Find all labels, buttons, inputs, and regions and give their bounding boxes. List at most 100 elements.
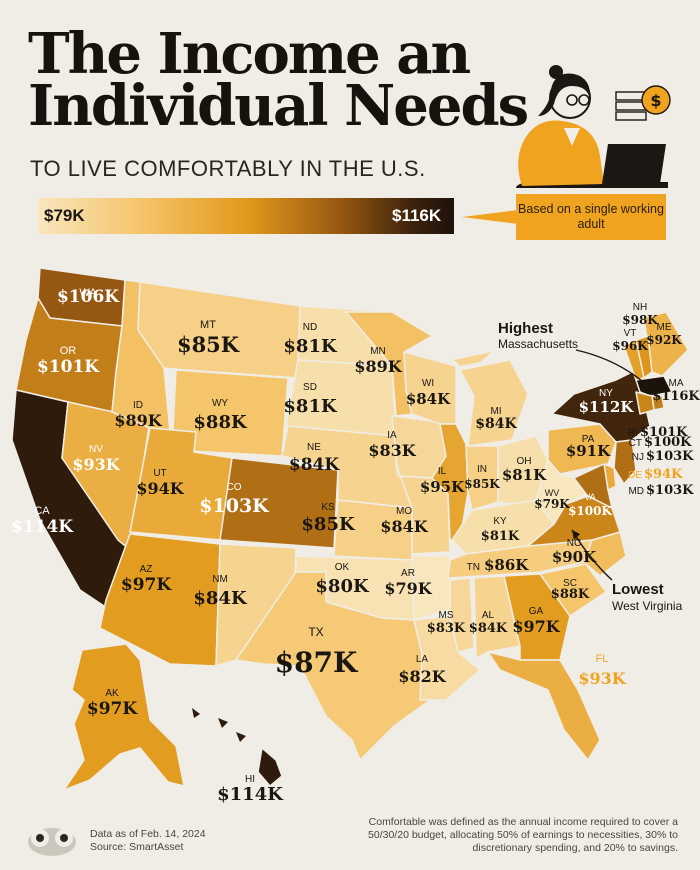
state-value-md: $103K xyxy=(646,483,694,498)
state-abbr-md: MD xyxy=(628,486,644,497)
state-abbr-wy: WY xyxy=(212,398,228,409)
state-abbr-nv: NV xyxy=(89,444,103,455)
state-value-wi: $84K xyxy=(406,390,451,408)
footer-methodology: Comfortable was defined as the annual in… xyxy=(368,816,678,854)
title-line-2: Individual Needs xyxy=(28,73,529,139)
woman-with-laptop-illustration: $ xyxy=(516,65,671,188)
note-box: Based on a single working adult xyxy=(516,194,666,240)
state-value-ms: $83K xyxy=(427,621,466,636)
state-value-sc: $88K xyxy=(551,587,590,602)
state-nj xyxy=(613,439,637,485)
labels-layer: WA$106KOR$101KCA$114KNV$93KID$89KMT$85KW… xyxy=(11,287,700,805)
state-abbr-de: DE xyxy=(628,470,642,481)
data-source: Source: SmartAsset xyxy=(90,841,184,853)
state-value-ak: $97K xyxy=(87,699,138,719)
state-value-al: $84K xyxy=(469,621,508,636)
state-value-mi: $84K xyxy=(475,416,517,432)
data-date: Data as of Feb. 14, 2024 xyxy=(90,828,206,840)
state-value-nd: $81K xyxy=(283,336,338,357)
lowest-title: Lowest xyxy=(612,581,664,598)
state-abbr-fl: FL xyxy=(596,653,609,665)
state-abbr-il: IL xyxy=(438,466,447,477)
state-abbr-mn: MN xyxy=(370,346,386,357)
state-vt xyxy=(623,339,645,381)
state-abbr-ok: OK xyxy=(335,562,350,573)
state-ma xyxy=(635,375,673,397)
state-abbr-va: VA xyxy=(584,492,595,502)
state-value-ga: $97K xyxy=(512,617,560,636)
note-pointer xyxy=(462,210,518,224)
state-value-la: $82K xyxy=(398,667,446,686)
state-mi-part-2 xyxy=(454,352,492,366)
state-abbr-ma: MA xyxy=(669,378,684,389)
state-hi-part-2 xyxy=(192,708,200,718)
state-value-tn: $86K xyxy=(484,556,529,574)
state-abbr-or: OR xyxy=(60,345,77,357)
highest-state: Massachusetts xyxy=(498,337,578,351)
state-abbr-ca: CA xyxy=(34,505,50,517)
state-abbr-id: ID xyxy=(133,400,143,411)
state-value-mo: $84K xyxy=(380,517,428,536)
state-abbr-al: AL xyxy=(482,610,495,621)
state-abbr-wi: WI xyxy=(422,378,434,389)
state-value-ia: $83K xyxy=(368,441,416,460)
state-value-ut: $94K xyxy=(136,479,184,498)
state-abbr-nm: NM xyxy=(212,574,228,585)
state-abbr-la: LA xyxy=(416,654,429,665)
state-value-az: $97K xyxy=(121,575,172,595)
state-value-il: $95K xyxy=(420,478,465,496)
state-mi xyxy=(459,359,529,447)
state-value-nj: $103K xyxy=(646,449,694,464)
callouts-layer: Highest Massachusetts Lowest West Virgin… xyxy=(498,320,683,613)
state-abbr-ne: NE xyxy=(307,442,321,453)
state-nc xyxy=(539,531,627,577)
state-fl xyxy=(487,651,601,761)
state-value-wy: $88K xyxy=(193,412,248,433)
state-value-tx: $87K xyxy=(275,646,359,679)
state-abbr-ks: KS xyxy=(321,502,335,513)
state-hi-part-4 xyxy=(236,732,246,742)
highest-arrow xyxy=(575,349,651,389)
state-value-in: $85K xyxy=(464,477,500,491)
state-value-co: $103K xyxy=(199,495,270,517)
state-abbr-sc: SC xyxy=(563,578,577,589)
state-abbr-ky: KY xyxy=(493,516,507,527)
state-value-mt: $85K xyxy=(177,332,240,357)
state-abbr-ms: MS xyxy=(439,610,454,621)
state-value-va: $100K xyxy=(568,504,612,518)
title-line-1: The Income an xyxy=(28,21,471,87)
state-abbr-nj: NJ xyxy=(632,452,644,463)
highest-arrowhead xyxy=(642,380,650,388)
lowest-arrowhead xyxy=(572,530,580,540)
state-abbr-nd: ND xyxy=(303,322,317,333)
state-value-ok: $80K xyxy=(315,576,370,597)
state-in xyxy=(465,445,499,511)
state-abbr-ar: AR xyxy=(401,568,415,579)
state-value-ca: $114K xyxy=(11,517,74,537)
lowest-state: West Virginia xyxy=(612,599,683,613)
state-abbr-ny: NY xyxy=(599,388,613,399)
state-abbr-wv: WV xyxy=(545,488,560,498)
state-value-nc: $90K xyxy=(552,548,597,566)
state-value-id: $89K xyxy=(114,411,162,430)
state-tx xyxy=(235,571,431,761)
state-ms xyxy=(449,577,475,653)
legend-max-label: $116K xyxy=(392,206,442,225)
state-abbr-pa: PA xyxy=(582,434,595,445)
state-abbr-hi: HI xyxy=(245,774,255,785)
state-md xyxy=(573,463,613,509)
state-value-nv: $93K xyxy=(72,455,120,474)
state-ct xyxy=(635,391,655,415)
svg-text:$: $ xyxy=(650,91,661,110)
state-ny xyxy=(551,369,651,443)
state-abbr-ia: IA xyxy=(387,430,397,441)
page-subtitle: TO LIVE COMFORTABLY IN THE U.S. xyxy=(30,156,426,181)
state-abbr-oh: OH xyxy=(517,456,532,467)
state-abbr-vt: VT xyxy=(624,328,637,339)
state-abbr-mi: MI xyxy=(490,406,501,417)
state-value-de: $94K xyxy=(644,467,683,482)
state-abbr-mo: MO xyxy=(396,506,412,517)
footer-source: Data as of Feb. 14, 2024 Source: SmartAs… xyxy=(90,828,206,854)
state-value-sd: $81K xyxy=(283,396,338,417)
